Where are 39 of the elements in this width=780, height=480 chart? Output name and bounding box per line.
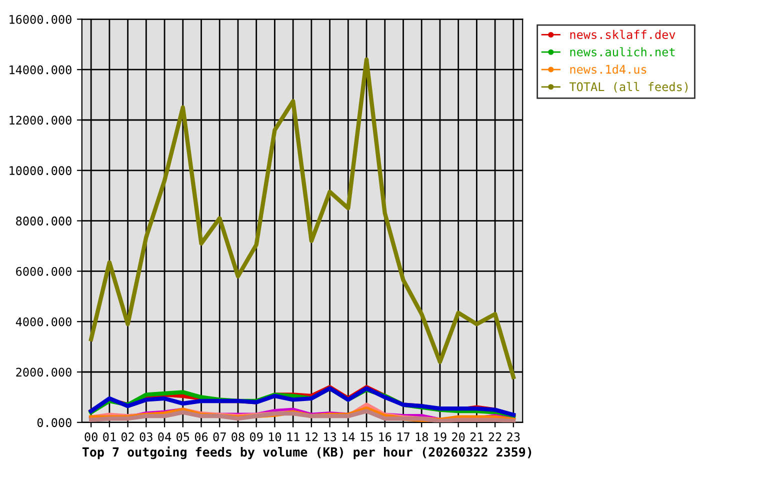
y-tick-label: 12000.000 bbox=[10, 116, 72, 125]
y-tick-label: 8000.000 bbox=[16, 216, 72, 226]
x-tick-label: 07 bbox=[213, 432, 226, 442]
x-tick-label: 16 bbox=[379, 432, 392, 442]
x-tick-label: 00 bbox=[84, 432, 98, 442]
y-tick-label: 2000.000 bbox=[16, 368, 72, 377]
x-tick-label: 06 bbox=[194, 432, 208, 442]
x-tick-label: 12 bbox=[306, 432, 318, 442]
x-tick-label: 03 bbox=[140, 432, 152, 442]
legend-label: news.sklaff.dev bbox=[570, 30, 676, 40]
x-tick-label: 01 bbox=[103, 432, 116, 442]
legend-label: TOTAL (all feeds) bbox=[569, 82, 688, 93]
y-tick-label: 14000.000 bbox=[10, 65, 72, 74]
x-tick-label: 20 bbox=[452, 432, 465, 442]
x-tick-label: 18 bbox=[416, 432, 428, 442]
x-tick-label: 23 bbox=[507, 432, 520, 442]
x-tick-label: 17 bbox=[398, 432, 410, 442]
x-tick-label: 08 bbox=[232, 432, 244, 442]
legend-label: news.1d4.us bbox=[570, 64, 646, 74]
y-tick-label: 4000.000 bbox=[16, 317, 72, 326]
y-tick-label: 16000.000 bbox=[10, 14, 72, 24]
x-tick-label: 21 bbox=[470, 432, 483, 442]
x-tick-label: 22 bbox=[488, 432, 502, 442]
y-tick-label: 0.000 bbox=[37, 418, 72, 428]
x-axis-title: Top 7 outgoing feeds by volume (KB) per hour (20260322 2359) bbox=[82, 446, 532, 460]
line-series bbox=[88, 57, 516, 380]
y-tick-label: 10000.000 bbox=[10, 166, 72, 176]
y-tick-label: 6000.000 bbox=[16, 266, 72, 276]
x-tick-label: 10 bbox=[269, 432, 282, 442]
x-tick-label: 15 bbox=[360, 432, 373, 442]
x-tick-label: 02 bbox=[121, 432, 134, 442]
x-tick-label: 13 bbox=[324, 432, 336, 442]
x-tick-label: 09 bbox=[250, 432, 263, 442]
x-tick-label: 19 bbox=[434, 432, 446, 442]
x-tick-label: 05 bbox=[176, 432, 190, 442]
x-tick-label: 11 bbox=[287, 432, 300, 442]
legend-label: news.aulich.net bbox=[570, 47, 675, 56]
x-tick-label: 04 bbox=[158, 432, 172, 442]
x-tick-label: 14 bbox=[342, 432, 355, 442]
